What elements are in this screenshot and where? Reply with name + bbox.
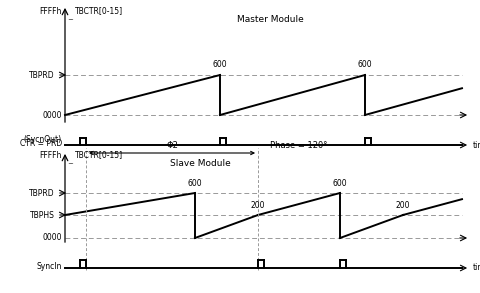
Text: Slave Module: Slave Module bbox=[169, 159, 230, 168]
Text: FFFFh: FFFFh bbox=[39, 151, 62, 159]
Text: TBPHS: TBPHS bbox=[30, 210, 55, 219]
Text: time: time bbox=[472, 141, 480, 149]
Text: TBCTR[0-15]: TBCTR[0-15] bbox=[75, 151, 123, 159]
Text: Master Module: Master Module bbox=[236, 16, 303, 25]
Text: TBPRD: TBPRD bbox=[29, 188, 55, 197]
Text: TBCTR[0-15]: TBCTR[0-15] bbox=[75, 6, 123, 16]
Text: FFFFh: FFFFh bbox=[39, 6, 62, 16]
Text: TBPRD: TBPRD bbox=[29, 71, 55, 79]
Text: (SycnOut): (SycnOut) bbox=[24, 135, 62, 144]
Text: 600: 600 bbox=[212, 60, 227, 69]
Text: CTR = PRD: CTR = PRD bbox=[20, 139, 62, 148]
Text: SyncIn: SyncIn bbox=[36, 262, 62, 271]
Text: 600: 600 bbox=[357, 60, 372, 69]
Text: Φ2: Φ2 bbox=[166, 141, 178, 149]
Text: 0000: 0000 bbox=[42, 234, 62, 243]
Text: 600: 600 bbox=[187, 179, 202, 188]
Text: Phase = 120°: Phase = 120° bbox=[269, 141, 327, 149]
Text: ~: ~ bbox=[67, 17, 73, 23]
Text: 200: 200 bbox=[250, 201, 264, 210]
Text: time: time bbox=[472, 263, 480, 272]
Text: ~: ~ bbox=[67, 161, 73, 167]
Text: 600: 600 bbox=[332, 179, 347, 188]
Text: 0000: 0000 bbox=[42, 110, 62, 120]
Text: 200: 200 bbox=[395, 201, 409, 210]
